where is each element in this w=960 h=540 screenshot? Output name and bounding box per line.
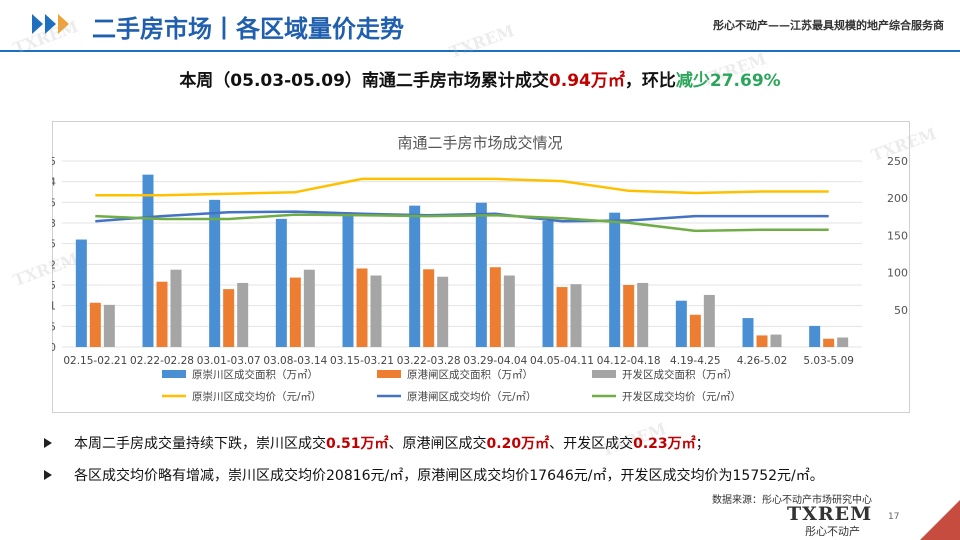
bar-2: [89, 302, 101, 347]
y-left-tick-label: 0.5: [52, 320, 56, 333]
chart-title: 南通二手房市场成交情况: [397, 134, 562, 152]
x-tick-label: 04.12-04.18: [597, 355, 661, 367]
bar-1: [409, 205, 421, 347]
bar-2: [289, 277, 301, 347]
bar-2: [423, 269, 435, 347]
bar-1: [542, 220, 554, 347]
x-tick-label: 4.19-4.25: [670, 355, 721, 367]
bar-3: [837, 337, 849, 347]
line-series-3: [95, 213, 829, 233]
bar-3: [303, 269, 315, 347]
chevron-logo-icon: [32, 14, 71, 34]
bar-1: [275, 218, 287, 347]
y-right-tick-label: 5000: [894, 304, 908, 317]
transaction-chart: 南通二手房市场成交情况00.511.522.533.544.5050001000…: [52, 134, 908, 403]
y-left-tick-label: 3.5: [52, 196, 56, 209]
headline-change: 减少27.69%: [675, 71, 781, 91]
bullet-arrow-icon: [44, 438, 52, 448]
x-tick-label: 04.05-04.11: [530, 355, 594, 367]
bar-2: [756, 335, 768, 347]
bar-2: [489, 267, 501, 347]
bar-3: [703, 294, 715, 347]
legend-swatch: [162, 370, 186, 378]
legend-label: 原港闸区成交面积（万㎡）: [407, 368, 533, 381]
bar-3: [570, 284, 582, 347]
header: 二手房市场丨各区域量价走势 彤心不动产——江苏最具规模的地产综合服务商: [0, 0, 960, 52]
page-title: 二手房市场丨各区域量价走势: [92, 15, 404, 43]
bar-3: [237, 282, 249, 347]
weekly-summary-headline: 本周（05.03-05.09）南通二手房市场累计成交0.94万㎡，环比减少27.…: [0, 66, 960, 91]
y-left-tick-label: 4.5: [52, 155, 56, 168]
legend-swatch: [592, 370, 616, 378]
x-tick-label: 03.29-04.04: [463, 355, 527, 367]
headline-text-2: ，环比: [624, 71, 676, 91]
company-logo: TXREM 彤心不动产: [787, 503, 873, 539]
bar-1: [75, 239, 87, 347]
bar-3: [170, 269, 182, 347]
bar-3: [370, 275, 382, 347]
legend-label: 原崇川区成交面积（万㎡）: [192, 368, 318, 381]
legend-label: 开发区成交面积（万㎡）: [622, 368, 738, 381]
legend-swatch: [377, 370, 401, 378]
x-tick-label: 03.15-03.21: [330, 355, 394, 367]
company-tagline: 彤心不动产——江苏最具规模的地产综合服务商: [713, 19, 944, 32]
y-left-tick-label: 4: [52, 176, 56, 189]
bar-2: [356, 268, 368, 347]
bullet-item: 本周二手房成交量持续下跌，崇川区成交 0.51万㎡ 、原港闸区成交 0.20万㎡ 、开发…: [42, 433, 942, 453]
bar-3: [503, 275, 515, 347]
bullet-arrow-icon: [44, 470, 52, 480]
legend-label: 原崇川区成交均价（元/㎡）: [192, 390, 322, 403]
bar-1: [475, 202, 487, 347]
page-number: 17: [888, 512, 900, 522]
bar-1: [342, 214, 354, 347]
y-left-tick-label: 0: [52, 341, 56, 354]
x-tick-label: 5.03-5.09: [803, 355, 854, 367]
x-tick-label: 02.15-02.21: [63, 355, 127, 367]
bullet-list: 本周二手房成交量持续下跌，崇川区成交 0.51万㎡ 、原港闸区成交 0.20万㎡ 、开发…: [42, 433, 942, 497]
y-left-tick-label: 2: [52, 258, 56, 271]
data-source: 数据来源：彤心不动产市场研究中心: [712, 495, 872, 506]
y-left-tick-label: 1: [52, 300, 56, 313]
y-left-tick-label: 1.5: [52, 279, 56, 292]
bar-1: [209, 199, 221, 347]
headline-volume: 0.94万㎡: [548, 71, 625, 91]
y-right-tick-label: 20000: [887, 192, 908, 205]
bar-2: [223, 289, 235, 347]
bar-2: [156, 281, 168, 347]
bar-2: [689, 314, 701, 347]
bar-2: [556, 287, 568, 347]
y-right-tick-label: 25000: [887, 155, 908, 168]
bar-1: [675, 300, 687, 347]
bar-3: [770, 334, 782, 347]
x-tick-label: 4.26-5.02: [737, 355, 788, 367]
y-right-tick-label: 15000: [887, 229, 908, 242]
x-tick-label: 03.08-03.14: [263, 355, 327, 367]
bullet-item: 各区成交均价略有增减，崇川区成交均价20816元/㎡，原港闸区成交均价17646…: [42, 465, 942, 485]
bar-1: [609, 212, 621, 347]
legend-label: 开发区成交均价（元/㎡）: [622, 390, 741, 403]
y-left-tick-label: 3: [52, 217, 56, 230]
bar-3: [637, 282, 649, 347]
bar-1: [742, 318, 754, 347]
x-tick-label: 02.22-02.28: [130, 355, 194, 367]
y-left-tick-label: 2.5: [52, 238, 56, 251]
x-tick-label: 03.22-03.28: [397, 355, 461, 367]
y-right-tick-label: 10000: [887, 267, 908, 280]
bar-3: [103, 304, 115, 347]
bar-1: [809, 325, 821, 347]
x-tick-label: 03.01-03.07: [197, 355, 261, 367]
corner-decoration: [920, 500, 960, 540]
line-series-1: [95, 177, 829, 197]
legend-label: 原港闸区成交均价（元/㎡）: [407, 390, 537, 403]
bar-2: [823, 338, 835, 347]
headline-text: 本周（05.03-05.09）南通二手房市场累计成交: [179, 71, 549, 91]
bar-3: [437, 276, 449, 347]
bar-1: [142, 174, 154, 347]
chart-frame: [52, 121, 910, 413]
header-divider: [0, 50, 960, 52]
bar-2: [623, 285, 635, 347]
